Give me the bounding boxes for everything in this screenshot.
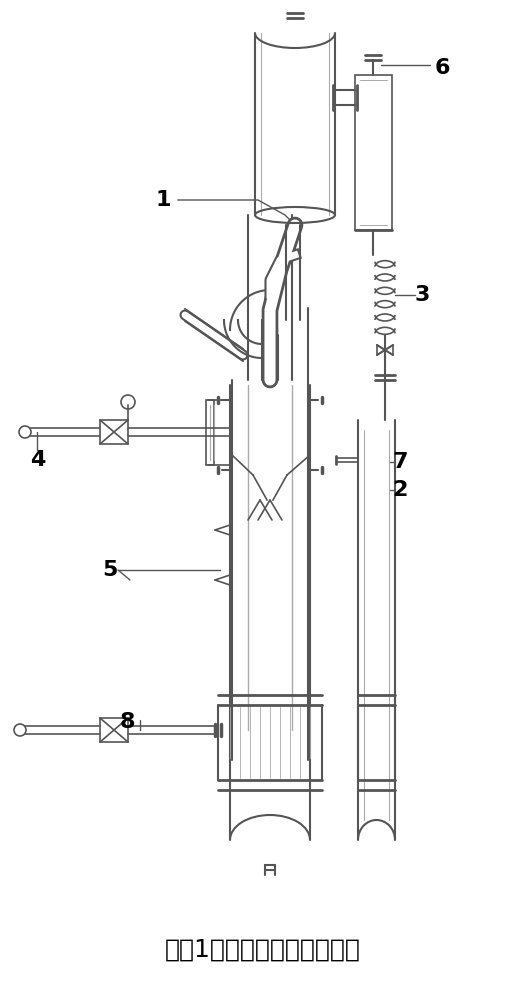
Text: 3: 3 — [415, 285, 430, 305]
Bar — [355, 75, 392, 230]
Bar — [206, 400, 214, 465]
Text: 7: 7 — [392, 452, 408, 472]
Text: 8: 8 — [120, 712, 136, 732]
Text: 5: 5 — [103, 560, 118, 580]
Text: 2: 2 — [392, 480, 407, 500]
Text: 1: 1 — [155, 190, 170, 210]
Bar — [100, 718, 128, 742]
Text: 附图1：一效蒸发装置示意图: 附图1：一效蒸发装置示意图 — [165, 938, 361, 962]
Text: 4: 4 — [30, 450, 45, 470]
Text: 6: 6 — [435, 58, 450, 78]
Bar — [100, 420, 128, 444]
